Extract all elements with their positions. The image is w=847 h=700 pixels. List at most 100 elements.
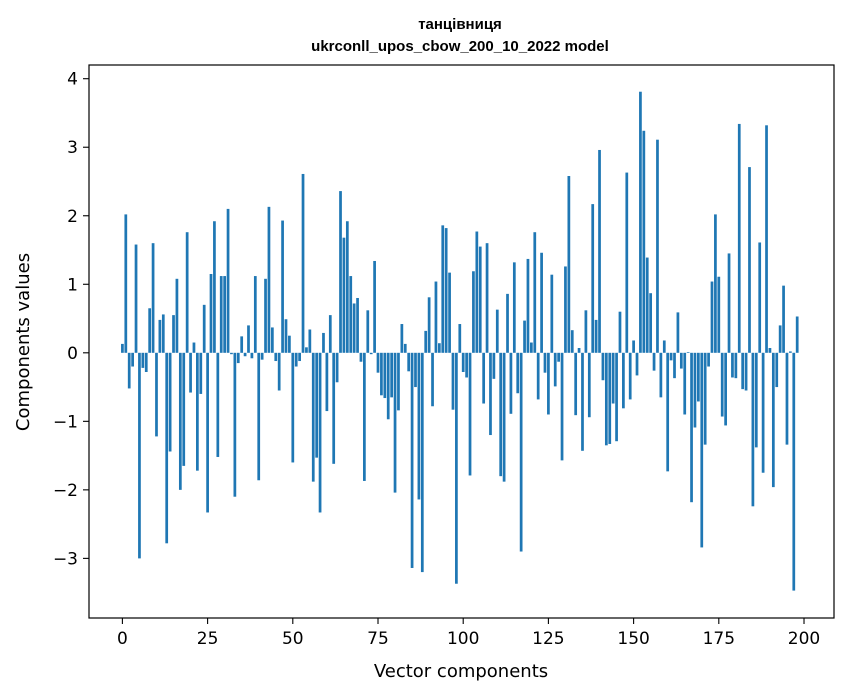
bar-32 — [230, 352, 233, 355]
bar-11 — [158, 319, 162, 353]
bar-121 — [533, 232, 537, 353]
bar-178 — [727, 253, 731, 353]
bar-163 — [676, 312, 680, 353]
bar-5 — [138, 352, 141, 559]
bar-40 — [257, 352, 261, 481]
bar-140 — [598, 149, 601, 353]
bar-42 — [264, 278, 267, 353]
bar-49 — [288, 335, 291, 353]
bar-2 — [127, 352, 131, 389]
bar-173 — [710, 281, 714, 353]
bar-105 — [478, 246, 482, 353]
bar-31 — [226, 208, 230, 353]
bar-81 — [397, 352, 400, 411]
bar-73 — [369, 352, 373, 355]
bar-64 — [339, 191, 342, 353]
bar-26 — [209, 274, 213, 353]
bar-70 — [359, 352, 363, 362]
bar-135 — [581, 352, 584, 451]
bar-56 — [311, 352, 315, 482]
bar-28 — [216, 352, 220, 457]
bar-74 — [373, 260, 376, 353]
bar-0 — [121, 343, 124, 353]
bar-29 — [219, 276, 223, 353]
bar-79 — [390, 352, 393, 398]
bar-107 — [485, 243, 489, 353]
bar-47 — [281, 220, 284, 353]
y-tick-label: −1 — [53, 412, 78, 432]
bar-115 — [512, 262, 516, 353]
bar-177 — [724, 352, 727, 426]
bar-124 — [543, 352, 547, 373]
bar-153 — [642, 130, 646, 353]
bar-113 — [506, 293, 509, 353]
bar-160 — [666, 352, 670, 472]
bar-38 — [250, 352, 254, 359]
bar-120 — [530, 342, 533, 353]
bar-35 — [240, 336, 244, 353]
bar-111 — [499, 352, 503, 477]
bar-4 — [134, 244, 138, 353]
x-tick-label: 100 — [447, 629, 479, 649]
bar-102 — [468, 352, 472, 476]
bar-128 — [557, 352, 560, 362]
bar-10 — [155, 352, 158, 437]
bar-86 — [414, 352, 417, 388]
bar-30 — [223, 276, 227, 353]
bar-16 — [175, 278, 179, 353]
bar-176 — [720, 352, 724, 417]
bar-75 — [376, 352, 380, 373]
bar-162 — [673, 352, 676, 379]
bar-156 — [652, 352, 656, 371]
bar-134 — [577, 348, 581, 353]
bar-69 — [356, 297, 359, 353]
bar-169 — [697, 352, 700, 402]
bar-85 — [410, 352, 414, 568]
bar-118 — [523, 320, 526, 353]
bar-24 — [202, 304, 206, 353]
y-tick-label: 3 — [67, 138, 78, 158]
bar-127 — [553, 352, 557, 387]
bar-184 — [748, 167, 751, 353]
bar-94 — [441, 225, 445, 353]
y-tick-label: 2 — [67, 207, 78, 227]
bar-55 — [308, 329, 312, 353]
x-tick-label: 0 — [117, 629, 128, 649]
bar-80 — [393, 352, 397, 493]
bar-167 — [690, 352, 693, 503]
bar-117 — [519, 352, 523, 552]
bar-108 — [489, 352, 492, 436]
bar-198 — [795, 316, 799, 353]
bar-51 — [294, 352, 298, 367]
bar-193 — [778, 325, 782, 353]
bar-158 — [659, 352, 663, 398]
bar-19 — [185, 232, 189, 353]
bar-182 — [741, 352, 745, 390]
bar-141 — [601, 352, 605, 381]
bar-59 — [322, 332, 325, 353]
bar-45 — [274, 352, 278, 362]
bar-155 — [649, 293, 653, 353]
bar-77 — [383, 352, 387, 399]
y-tick-label: 1 — [67, 275, 78, 295]
bar-88 — [420, 352, 424, 573]
bar-95 — [444, 228, 448, 353]
bar-37 — [247, 325, 250, 353]
bar-114 — [509, 352, 513, 414]
y-tick-label: 4 — [67, 70, 78, 90]
bar-165 — [683, 352, 687, 415]
bar-147 — [622, 352, 625, 409]
bar-1 — [124, 214, 128, 353]
bar-25 — [206, 352, 209, 513]
bar-136 — [584, 310, 588, 353]
bar-149 — [628, 352, 632, 400]
bar-171 — [703, 352, 707, 445]
bar-33 — [233, 352, 237, 497]
x-tick-label: 150 — [617, 629, 649, 649]
bar-130 — [564, 266, 567, 353]
bar-175 — [717, 276, 721, 353]
bar-15 — [172, 315, 175, 353]
bar-132 — [570, 330, 574, 353]
bar-139 — [594, 319, 598, 353]
x-tick-label: 75 — [367, 629, 389, 649]
